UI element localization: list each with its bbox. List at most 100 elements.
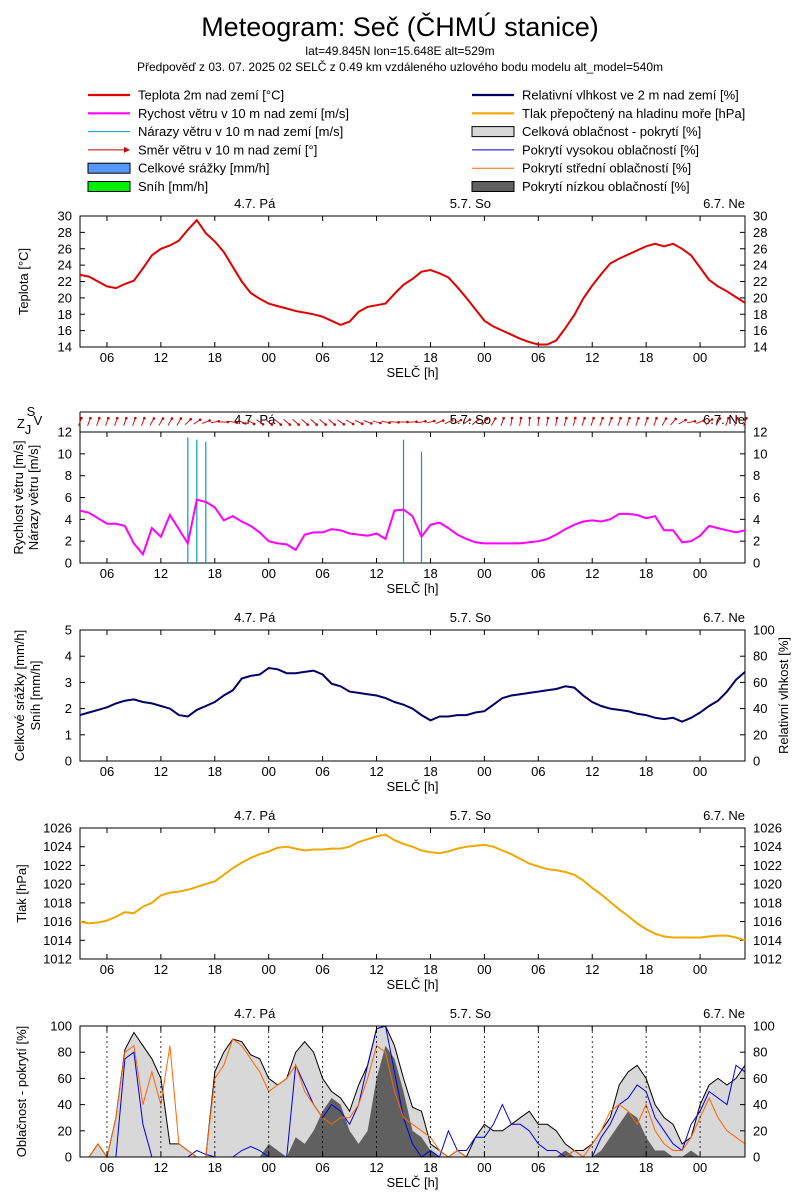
x-tick-label: 00	[477, 350, 491, 365]
wind-direction-arrow-head	[718, 417, 722, 420]
wind-direction-arrow-head	[424, 420, 427, 423]
wind-direction-arrow-head	[433, 419, 436, 423]
x-axis-label: SELČ [h]	[386, 977, 438, 992]
wind-direction-arrow	[435, 420, 444, 424]
wind-direction-arrow	[626, 418, 630, 426]
wind-direction-arrow	[528, 417, 531, 427]
y-axis-label: Tlak [hPa]	[14, 864, 29, 923]
wind-direction-arrow	[608, 418, 613, 426]
wind-direction-arrow-head	[546, 416, 550, 420]
y-tick-label-right: 60	[753, 1071, 767, 1086]
wind-direction-arrow-head	[107, 416, 110, 420]
wind-direction-arrow	[78, 418, 82, 426]
wind-direction-arrow	[734, 418, 738, 426]
y-tick-label-right: 1024	[753, 839, 782, 854]
wind-direction-arrow	[546, 418, 549, 426]
forecast-note: Předpověď z 03. 07. 2025 02 SELČ z 0.49 …	[136, 60, 664, 74]
wind-direction-arrow	[354, 419, 363, 425]
wind-direction-arrow-head	[217, 420, 220, 423]
wind-direction-arrow-head	[528, 416, 531, 420]
y-tick-label: 1014	[43, 933, 72, 948]
wind-direction-arrow-head	[333, 423, 337, 426]
wind-direction-arrow	[687, 420, 696, 424]
x-tick-label: 06	[531, 566, 545, 581]
wind-direction-arrow-head	[583, 416, 586, 420]
x-tick-label: 12	[585, 962, 599, 977]
x-tick-label: 12	[369, 350, 383, 365]
x-tick-label: 18	[423, 566, 437, 581]
y-tick-label: 60	[58, 1071, 72, 1086]
wind-direction-arrow	[500, 418, 505, 426]
x-axis-label: SELČ [h]	[386, 1175, 438, 1190]
wind-direction-arrow	[705, 419, 713, 425]
legend-label: Pokrytí vysokou oblačností [%]	[522, 142, 699, 157]
plot-frame	[79, 215, 746, 348]
wind-direction-arrow-head	[370, 422, 373, 425]
x-tick-label: 00	[693, 1160, 707, 1175]
x-tick-label: 00	[261, 350, 275, 365]
station-coordinates: lat=49.845N lon=15.648E alt=529m	[305, 44, 495, 58]
y-axis-label: Oblačnost - pokrytí [%]	[14, 1026, 29, 1158]
wind-direction-arrow-head	[406, 420, 409, 424]
day-label: 6.7. Ne	[703, 196, 745, 211]
y-tick-label: 0	[65, 1150, 72, 1165]
y-tick-label: 1	[65, 727, 72, 742]
x-tick-label: 12	[369, 566, 383, 581]
wind-direction-arrow-head	[152, 417, 156, 420]
wind-direction-arrow	[149, 418, 155, 426]
y-axis-label-2: Nárazy větru [m/s]	[26, 445, 41, 550]
wind-direction-arrow-head	[565, 416, 568, 420]
x-tick-label: 18	[639, 764, 653, 779]
x-tick-label: 06	[100, 1160, 114, 1175]
x-tick-label: 18	[423, 962, 437, 977]
y-axis-label: Celkové srážky [mm/h]	[12, 630, 27, 761]
x-tick-label: 18	[208, 350, 222, 365]
y-tick-label: 6	[65, 490, 72, 505]
wind-direction-arrow-head	[342, 423, 346, 426]
wind-direction-arrow	[555, 418, 558, 426]
wind-direction-arrow-head	[116, 416, 119, 420]
wind-direction-arrow	[491, 418, 496, 426]
y-tick-label-right: 22	[753, 274, 767, 289]
legend-label: Nárazy větru v 10 m nad zemí [m/s]	[138, 124, 343, 139]
x-tick-label: 00	[477, 566, 491, 581]
wind-direction-arrow-head	[415, 420, 418, 424]
wind-direction-arrow	[283, 419, 291, 425]
x-tick-label: 12	[585, 764, 599, 779]
wind-direction-arrow	[158, 418, 164, 426]
wind-direction-arrow	[256, 419, 264, 425]
wind-direction-arrow	[363, 420, 372, 424]
wind-direction-arrow-head	[555, 416, 559, 420]
wind-direction-arrow-head	[324, 423, 328, 426]
day-label: 6.7. Ne	[703, 808, 745, 823]
mid-cloud-line	[80, 1038, 746, 1159]
legend-label: Teplota 2m nad zemí [°C]	[138, 88, 284, 103]
wind-direction-arrow	[472, 419, 479, 425]
y-tick-label: 3	[65, 675, 72, 690]
y-tick-label-right: 6	[753, 490, 760, 505]
wind-direction-arrow-head	[674, 417, 677, 421]
wind-direction-arrow-head	[574, 416, 577, 420]
legend-label: Rychost větru v 10 m nad zemí [m/s]	[138, 106, 349, 121]
x-tick-label: 00	[693, 566, 707, 581]
x-tick-label: 00	[477, 962, 491, 977]
humidity-line	[79, 666, 746, 723]
wind-direction-arrow-head	[270, 423, 274, 426]
wind-direction-arrow-head	[710, 418, 714, 421]
day-label: 6.7. Ne	[703, 1006, 745, 1021]
x-tick-label: 18	[639, 350, 653, 365]
legend-label: Pokrytí nízkou oblačností [%]	[522, 179, 690, 194]
wind-direction-arrow-head	[125, 416, 128, 420]
wind-direction-arrow	[743, 418, 747, 426]
wind-direction-arrow-head	[655, 416, 658, 420]
legend-swatch-box	[87, 162, 131, 174]
x-tick-label: 06	[531, 350, 545, 365]
wind-direction-arrow	[572, 417, 576, 427]
y-tick-label: 1012	[43, 952, 72, 967]
wind-direction-arrow-head	[198, 418, 202, 422]
y-tick-label: 16	[58, 323, 72, 338]
wind-direction-arrow-head	[170, 417, 174, 420]
y-tick-label: 40	[58, 1097, 72, 1112]
wind-direction-arrow-head	[519, 416, 523, 420]
y-tick-label: 0	[65, 556, 72, 571]
